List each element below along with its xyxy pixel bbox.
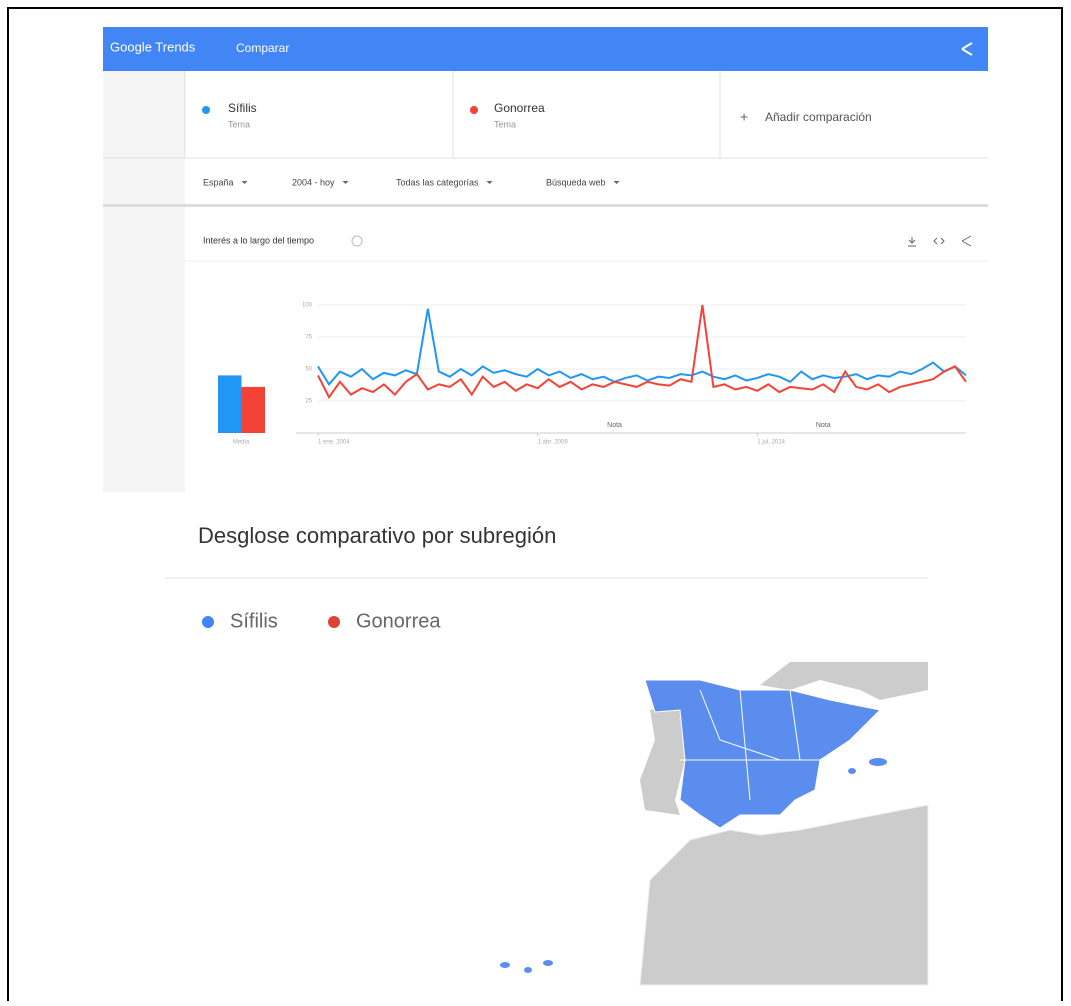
side-gray xyxy=(103,71,185,205)
header-bar xyxy=(103,27,988,71)
term-dot xyxy=(470,106,478,114)
y-tick-label: 50 xyxy=(305,367,312,373)
filter[interactable]: Todas las categorías xyxy=(396,177,479,187)
legend-label: Gonorrea xyxy=(356,610,441,632)
y-tick-label: 100 xyxy=(302,303,313,309)
card-title: Interés a lo largo del tiempo xyxy=(203,235,314,245)
logo[interactable]: Google Trends xyxy=(110,39,196,54)
legend-label: Sífilis xyxy=(230,610,278,632)
side-gray xyxy=(103,207,185,492)
map-region[interactable] xyxy=(500,962,510,968)
frame xyxy=(7,7,1063,1006)
map-land xyxy=(639,804,929,986)
series-line xyxy=(317,308,967,387)
map-region[interactable] xyxy=(524,967,532,973)
average-bar xyxy=(241,386,265,433)
filter[interactable]: España xyxy=(203,177,234,187)
note: Nota xyxy=(607,422,622,429)
help-icon[interactable] xyxy=(351,235,363,247)
x-tick-label: 1 jul. 2014 xyxy=(757,440,785,446)
map-region[interactable] xyxy=(848,768,856,774)
term-name[interactable]: Sífilis xyxy=(228,101,257,115)
term-name[interactable]: Gonorrea xyxy=(494,101,545,115)
map xyxy=(500,662,929,986)
y-tick-label: 25 xyxy=(305,399,312,405)
region-borders xyxy=(680,689,820,801)
x-tick-label: 1 ene. 2004 xyxy=(318,440,350,446)
average-bar xyxy=(218,375,242,433)
term-dot xyxy=(202,106,210,114)
section-title: Desglose comparativo por subregión xyxy=(198,523,556,548)
share-icon[interactable] xyxy=(961,42,973,56)
dropdown-arrow xyxy=(486,181,493,184)
map-region[interactable] xyxy=(543,960,553,966)
filter[interactable]: Búsqueda web xyxy=(546,177,606,187)
legend-dot xyxy=(328,616,340,628)
header-title: Comparar xyxy=(236,41,289,55)
map-land xyxy=(640,705,685,815)
series-line xyxy=(317,304,967,400)
embed-icon[interactable] xyxy=(933,237,945,245)
share-icon[interactable] xyxy=(961,235,972,247)
note: Nota xyxy=(816,422,831,429)
x-tick-label: 1 abr. 2009 xyxy=(538,440,569,446)
dropdown-arrow xyxy=(613,181,620,184)
legend-dot xyxy=(202,616,214,628)
add-comparison[interactable]: Añadir comparación xyxy=(765,110,872,124)
download-icon[interactable] xyxy=(908,237,916,247)
map-land xyxy=(760,662,928,700)
term-type: Tema xyxy=(228,119,250,129)
divider xyxy=(103,204,988,207)
y-tick-label: 75 xyxy=(305,335,312,341)
filter[interactable]: 2004 - hoy xyxy=(292,177,335,187)
dropdown-arrow xyxy=(342,181,349,184)
plus-icon[interactable]: + xyxy=(740,109,748,125)
term-type: Tema xyxy=(494,119,516,129)
map-region[interactable] xyxy=(869,758,887,766)
dropdown-arrow xyxy=(241,181,248,184)
average-label: Media xyxy=(233,440,250,446)
